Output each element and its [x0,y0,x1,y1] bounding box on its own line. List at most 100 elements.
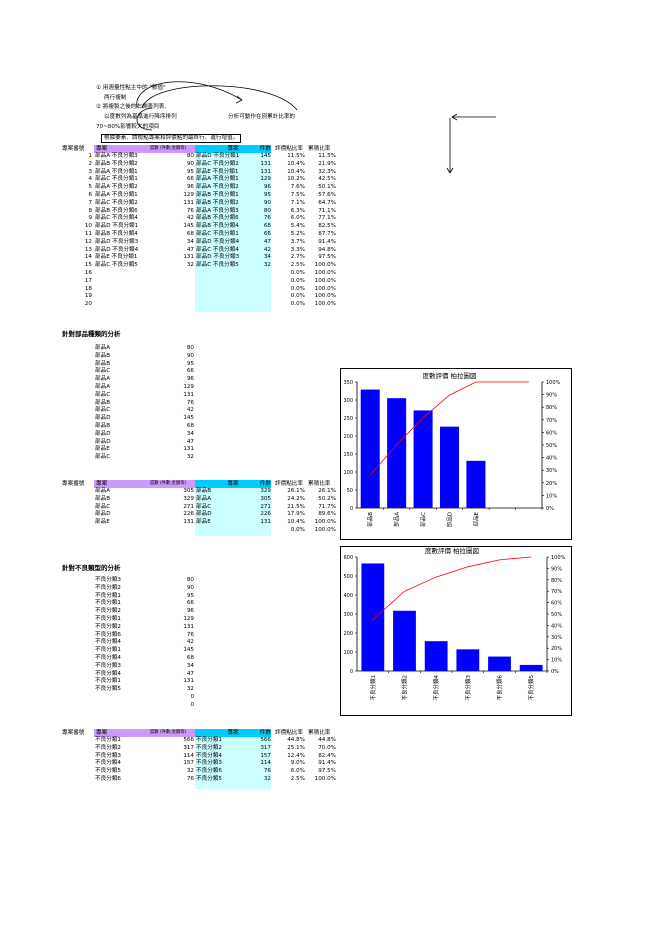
cell-ratio: 7.1% [290,199,305,206]
cell-cumulative: 100.0% [314,301,336,308]
y-tick-label: 100 [343,650,353,656]
list-item-name: 不良分類6 [95,631,121,638]
list-item-name: 部品D [95,415,111,422]
chart-title: 度數評價 柏拉圖図 [425,547,479,555]
note-line-6: 70~80%影響較大的項目 [96,124,160,130]
cell-ratio: 26.1% [287,488,305,494]
cell-frequency: 32 [186,768,194,775]
cell-frequency: 157 [183,760,194,767]
y-tick-label: 150 [343,452,353,458]
table-header: 專案番號 專案 度數 (件數,金額等) 專案 件數 評價點比率 累積比率 [62,729,347,737]
cell-ratio: 2.5% [290,776,305,782]
cell-frequency: 226 [183,511,194,518]
cell-frequency: 47 [186,246,194,253]
row-index: 18 [84,285,92,292]
cell-frequency: 114 [183,752,194,759]
cell-cumulative: 77.1% [318,215,336,222]
x-tick-label: 部品D [446,512,454,527]
y2-tick-label: 60% [551,601,562,607]
y-tick-label: 0 [350,669,353,675]
row-index: 17 [84,277,92,284]
y2-tick-label: 40% [546,456,557,462]
list-item-name: 部品C [95,407,111,414]
sorted-column-band [195,153,271,312]
cell-count: 47 [263,238,271,245]
cell-item: 部品C 不良分類4 [95,215,138,222]
list-item-value: 0 [190,694,194,700]
x-tick-label: 部品A [393,512,401,527]
cell-count: 226 [260,511,271,518]
cell-ratio: 6.3% [290,207,305,214]
cell-item-sorted: 部品D 不良分類3 [196,254,240,261]
cell-count: 76 [263,215,271,222]
table-label: 專案番號 [62,730,85,736]
cell-ratio: 24.2% [287,495,305,502]
table-label: 專案番號 [62,146,85,152]
bar [361,563,385,671]
cell-ratio: 3.3% [290,246,305,253]
row-index: 5 [88,184,92,191]
cell-item-sorted: 部品B 不良分類4 [196,223,239,230]
header-frequency: 度數 (件數,金額等) [150,481,187,486]
list-item-name: 部品B [95,399,111,406]
row-index: 6 [88,192,92,198]
right-arrow-guide [446,113,496,174]
list-item-value: 145 [183,647,194,654]
cell-count: 96 [263,184,271,191]
list-item-name: 部品E [95,446,110,453]
list-item-value: 131 [183,391,194,398]
x-tick-label: 不良分類5 [527,674,535,700]
cell-frequency: 95 [186,168,194,175]
cell-item-sorted: 部品C 不良分類2 [196,160,239,167]
list-item-value: 0 [190,701,194,708]
header-frequency: 度數 (件數,金額等) [150,730,187,735]
cell-cumulative: 100.0% [314,519,336,526]
header-item: 專案 [94,480,196,488]
pareto-chart-parts: 度數評價 柏拉圖図 0 50 100 150 200 250 300 350 0% 10% 20% 30… [340,368,572,540]
y2-tick-label: 10% [551,658,562,664]
list-item-value: 145 [183,415,194,422]
cell-cumulative: 100.0% [314,262,336,269]
header-cumulative: 累積比率 [308,730,331,736]
list-item-value: 129 [183,384,194,390]
cell-ratio: 5.4% [290,223,305,230]
cell-frequency: 271 [183,503,194,510]
cell-ratio: 10.4% [287,519,305,526]
list-item-name: 不良分類3 [95,577,121,583]
y2-tick-label: 50% [546,443,557,449]
y2-tick-label: 100% [551,555,566,561]
note-line-3: ② 將複製之後的右側表列表, [96,104,167,110]
cell-item: 部品A 不良分類2 [95,184,138,191]
list-item-name: 不良分類2 [95,623,121,630]
cell-item: 部品D 不良分類3 [95,238,139,245]
cell-cumulative: 82.5% [318,223,336,230]
list-item-name: 不良分類4 [95,639,121,646]
cell-frequency: 96 [186,184,194,191]
note-arrows [136,81,298,131]
cell-count: 80 [263,207,271,214]
list-item-value: 68 [186,423,194,429]
cell-ratio: 0.0% [290,277,305,284]
list-item-value: 80 [186,577,194,583]
cell-item: 部品D 不良分類4 [95,246,139,253]
cell-item: 部品C [95,503,111,510]
y2-tick-label: 50% [551,612,562,618]
cell-frequency: 131 [183,254,194,261]
bar [456,649,480,671]
list-item-name: 不良分類1 [95,647,121,654]
y2-tick-label: 80% [551,578,562,584]
cell-item: 不良分類2 [95,744,121,751]
bar [466,460,486,508]
list-item-value: 32 [186,454,194,461]
list-item-value: 131 [183,678,194,685]
y2-tick-label: 0% [551,669,559,675]
cell-ratio: 12.4% [287,752,305,759]
cell-ratio: 0.0% [290,527,305,533]
y-tick-label: 500 [343,574,353,580]
x-tick-label: 不良分類3 [464,674,472,700]
cell-count: 32 [263,776,271,782]
cell-cumulative: 100.0% [314,285,336,292]
cell-count: 131 [260,168,271,175]
cell-item-sorted: 部品C 不良分類1 [196,231,239,237]
cell-item-sorted: 不良分類5 [196,776,222,782]
